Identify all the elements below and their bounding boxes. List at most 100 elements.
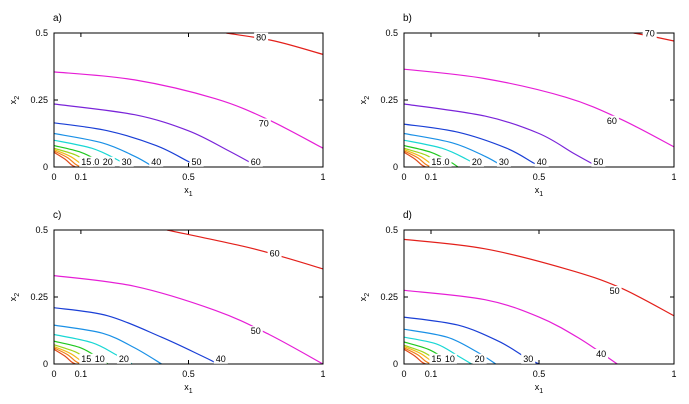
contour-line-60 [166, 230, 323, 270]
x-tick-label: 1 [671, 172, 676, 182]
contour-label: 10 [445, 354, 455, 364]
contour-label: 50 [610, 286, 620, 296]
y-tick-label: 0 [43, 162, 48, 172]
contour-line-40 [404, 289, 618, 364]
x-tick-label: 0 [51, 369, 56, 379]
x-tick-label: 1 [671, 369, 676, 379]
plot-frame [403, 229, 675, 365]
contour-line [54, 150, 82, 167]
contour-label-bg [254, 32, 269, 43]
contour-line-60 [54, 103, 259, 167]
x-tick-label: 1 [320, 369, 325, 379]
contour-line-70 [54, 71, 323, 149]
y-axis-label: x2 [8, 96, 21, 105]
y-tick-label: 0.5 [35, 225, 48, 235]
y-tick-label: 0.5 [385, 28, 398, 38]
y-tick-label: 0 [393, 162, 398, 172]
contour-label: 10 [95, 354, 105, 364]
x-tick-label: 0.1 [75, 369, 88, 379]
y-tick-label: 0.25 [380, 292, 398, 302]
contour-label: 10 [439, 157, 449, 167]
contour-line [404, 150, 432, 167]
y-tick-label: 0 [43, 359, 48, 369]
x-axis-label: x1 [184, 382, 193, 395]
contour-line-40 [54, 132, 154, 167]
contour-label: 50 [192, 157, 202, 167]
y-tick-label: 0.25 [30, 95, 48, 105]
contour-label: 15 [431, 354, 441, 364]
x-tick-label: 0.1 [425, 369, 438, 379]
contour-label: 60 [607, 116, 617, 126]
contour-label: 70 [645, 29, 655, 39]
panel-label: d) [403, 210, 412, 221]
contour-lines [54, 33, 323, 167]
contour-label-bg [591, 156, 606, 167]
contour-line-50 [54, 275, 323, 364]
contour-label-bg [521, 353, 536, 364]
contour-line-50 [404, 238, 674, 317]
x-tick-label: 0.5 [182, 369, 195, 379]
contour-label: 60 [251, 157, 261, 167]
panel-label: b) [403, 13, 412, 24]
contour-label-bg [100, 156, 115, 167]
y-tick-label: 0 [393, 359, 398, 369]
contour-label-bg [87, 156, 102, 167]
contour-label: 50 [251, 326, 261, 336]
contour-label-bg [604, 115, 619, 126]
contour-line-10 [404, 336, 472, 364]
x-axis-label: x1 [535, 185, 544, 198]
contour-label-bg [189, 156, 204, 167]
contour-label: 50 [593, 157, 603, 167]
x-axis-label: x1 [535, 382, 544, 395]
contour-line-60 [404, 68, 674, 148]
contour-lines [54, 230, 323, 364]
y-axis-label: x2 [8, 293, 21, 302]
contour-label-bg [267, 248, 282, 259]
contour-label-bg [429, 156, 444, 167]
contour-label: 15 [81, 354, 91, 364]
y-tick-label: 0.5 [35, 28, 48, 38]
contour-label: 40 [151, 157, 161, 167]
contour-label-bg [534, 156, 549, 167]
contour-label-bg [607, 285, 622, 296]
x-tick-label: 0 [401, 369, 406, 379]
contour-label: 20 [103, 157, 113, 167]
contour-label-bg [437, 156, 452, 167]
contour-label: 20 [472, 157, 482, 167]
contour-line-30 [404, 132, 505, 167]
contour-label-bg [116, 353, 131, 364]
contour-label-bg [248, 156, 263, 167]
panel-label: a) [53, 13, 62, 24]
contour-label-bg [248, 326, 263, 337]
contour-label: 40 [537, 157, 547, 167]
contour-label: 15 [81, 157, 91, 167]
contour-lines [404, 33, 674, 167]
contour-lines [404, 238, 674, 364]
contour-label-bg [213, 353, 228, 364]
contour-line-50 [404, 103, 599, 167]
contour-label-bg [594, 348, 609, 359]
plot-frame [53, 32, 324, 168]
contour-label-bg [119, 156, 134, 167]
y-axis-label: x2 [358, 293, 371, 302]
plot-frame [403, 32, 675, 168]
contour-label: 20 [475, 354, 485, 364]
contour-line [54, 347, 82, 364]
contour-line [404, 347, 432, 364]
contour-label: 40 [596, 349, 606, 359]
contour-label-bg [472, 353, 487, 364]
contour-label-bg [442, 353, 457, 364]
contour-label-bg [79, 156, 94, 167]
contour-line [54, 348, 76, 364]
contour-line-30 [54, 324, 162, 364]
contour-label: 30 [122, 157, 132, 167]
contour-line-80 [226, 33, 323, 55]
contour-label: 10 [89, 157, 99, 167]
contour-label: 30 [523, 354, 533, 364]
x-tick-label: 0.1 [425, 172, 438, 182]
